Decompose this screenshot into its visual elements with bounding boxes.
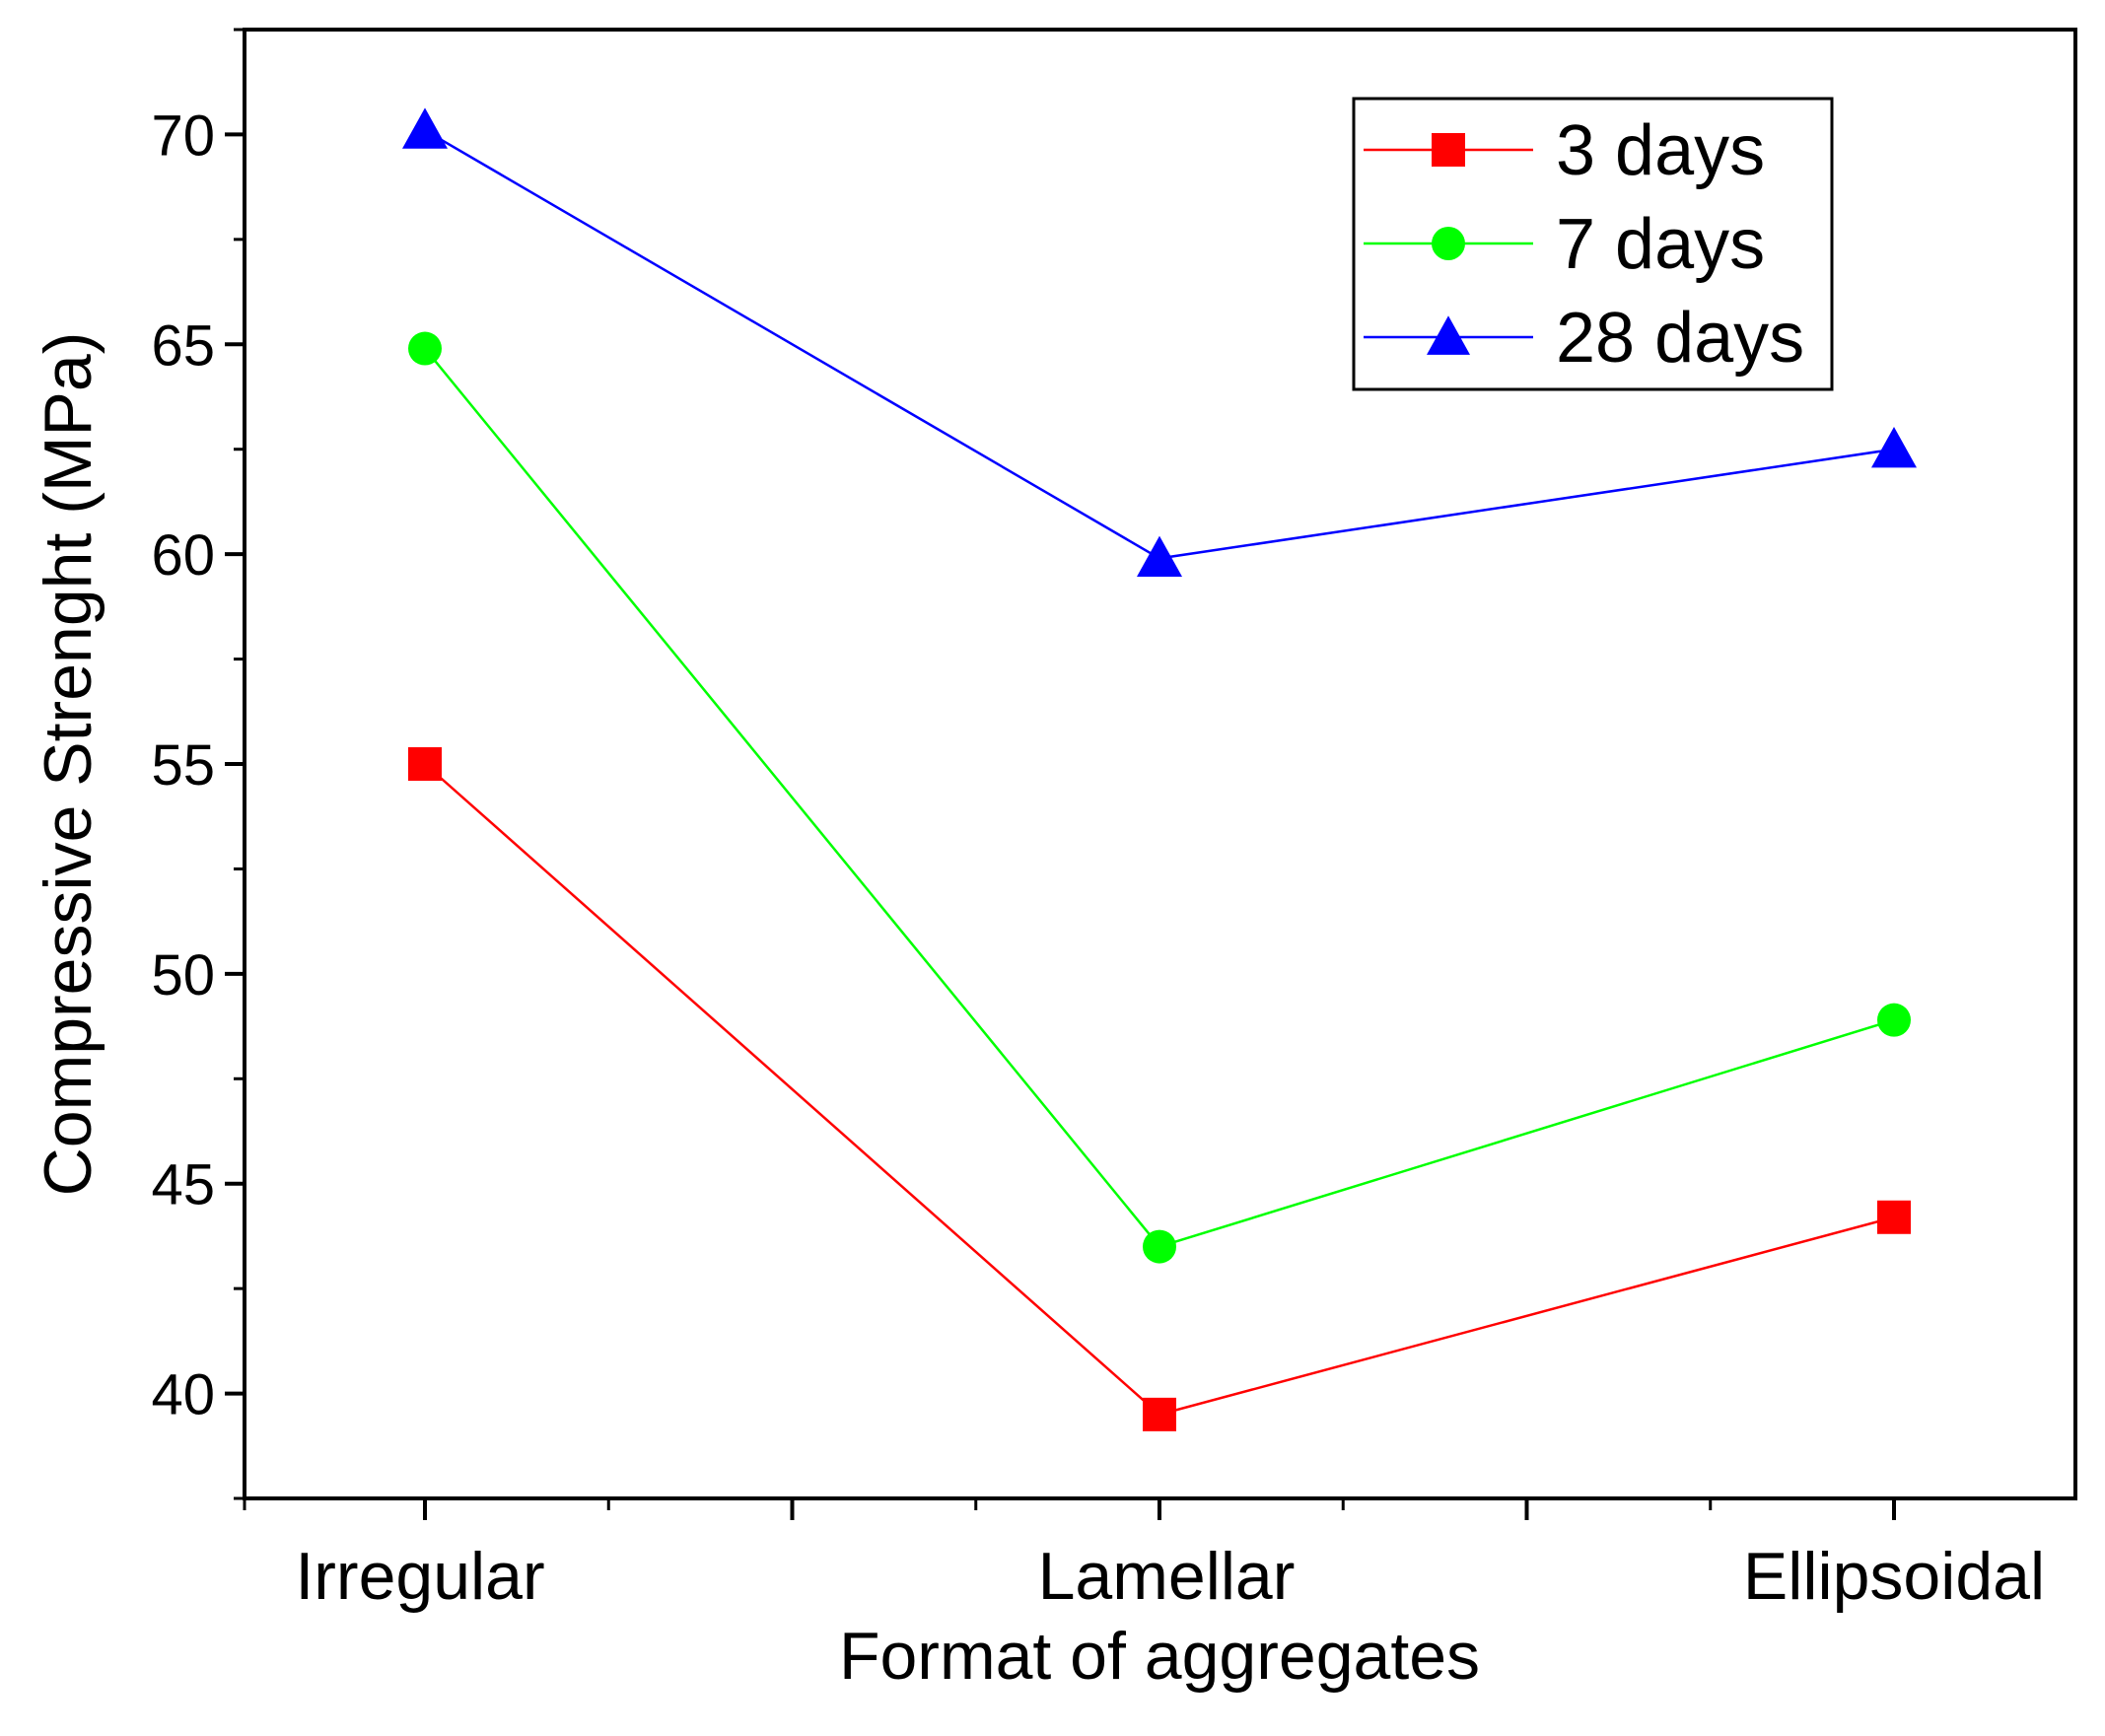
y-tick-label: 45 — [151, 1153, 215, 1217]
data-point-3-days — [1877, 1200, 1911, 1234]
x-tick-label: Ellipsoidal — [1743, 1539, 2045, 1614]
x-axis: Irregular Lamellar Ellipsoidal — [243, 1498, 2045, 1614]
legend-label-7-days: 7 days — [1556, 205, 1765, 284]
legend: 3 days 7 days 28 days — [1352, 97, 1834, 391]
plot-frame — [243, 28, 2077, 1500]
data-point-28-days — [1137, 535, 1182, 578]
data-point-28-days — [402, 107, 448, 149]
legend-marker-7-days — [1432, 227, 1465, 260]
y-tick-label: 65 — [151, 313, 215, 378]
legend-label-28-days: 28 days — [1556, 299, 1804, 378]
data-point-7-days — [1877, 1003, 1911, 1037]
y-tick-label: 70 — [151, 104, 215, 168]
y-tick-label: 60 — [151, 523, 215, 588]
x-axis-title: Format of aggregates — [839, 1619, 1480, 1694]
data-point-3-days — [1143, 1397, 1176, 1431]
x-tick-label: Irregular — [295, 1539, 544, 1614]
y-tick-label: 40 — [151, 1363, 215, 1427]
series-layer — [402, 107, 1917, 1431]
legend-label-3-days: 3 days — [1556, 111, 1765, 190]
data-point-28-days — [1871, 426, 1917, 468]
x-tick-label: Lamellar — [1038, 1539, 1296, 1614]
data-point-7-days — [1143, 1229, 1176, 1264]
y-tick-label: 50 — [151, 943, 215, 1007]
legend-marker-3-days — [1432, 133, 1465, 167]
legend-marker-28-days — [1427, 315, 1470, 355]
y-axis: 40 45 50 55 60 65 70 — [151, 28, 245, 1500]
data-point-7-days — [408, 331, 442, 366]
data-point-3-days — [408, 747, 442, 781]
y-tick-label: 55 — [151, 733, 215, 798]
y-axis-title: Compressive Strenght (MPa) — [31, 332, 105, 1197]
